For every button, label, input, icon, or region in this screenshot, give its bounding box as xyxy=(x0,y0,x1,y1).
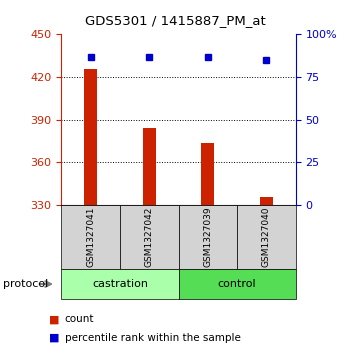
Text: count: count xyxy=(65,314,94,325)
Text: control: control xyxy=(218,279,257,289)
Text: GSM1327042: GSM1327042 xyxy=(145,207,154,267)
Text: GDS5301 / 1415887_PM_at: GDS5301 / 1415887_PM_at xyxy=(85,15,265,28)
Bar xyxy=(201,143,214,205)
Text: GSM1327041: GSM1327041 xyxy=(86,207,95,267)
Text: GSM1327039: GSM1327039 xyxy=(203,207,212,267)
Text: percentile rank within the sample: percentile rank within the sample xyxy=(65,333,241,343)
Text: protocol: protocol xyxy=(4,279,49,289)
Text: ■: ■ xyxy=(49,333,60,343)
Text: GSM1327040: GSM1327040 xyxy=(262,207,271,267)
Text: ■: ■ xyxy=(49,314,60,325)
Text: castration: castration xyxy=(92,279,148,289)
Bar xyxy=(143,128,156,205)
Bar xyxy=(260,196,273,205)
Bar xyxy=(84,69,97,205)
